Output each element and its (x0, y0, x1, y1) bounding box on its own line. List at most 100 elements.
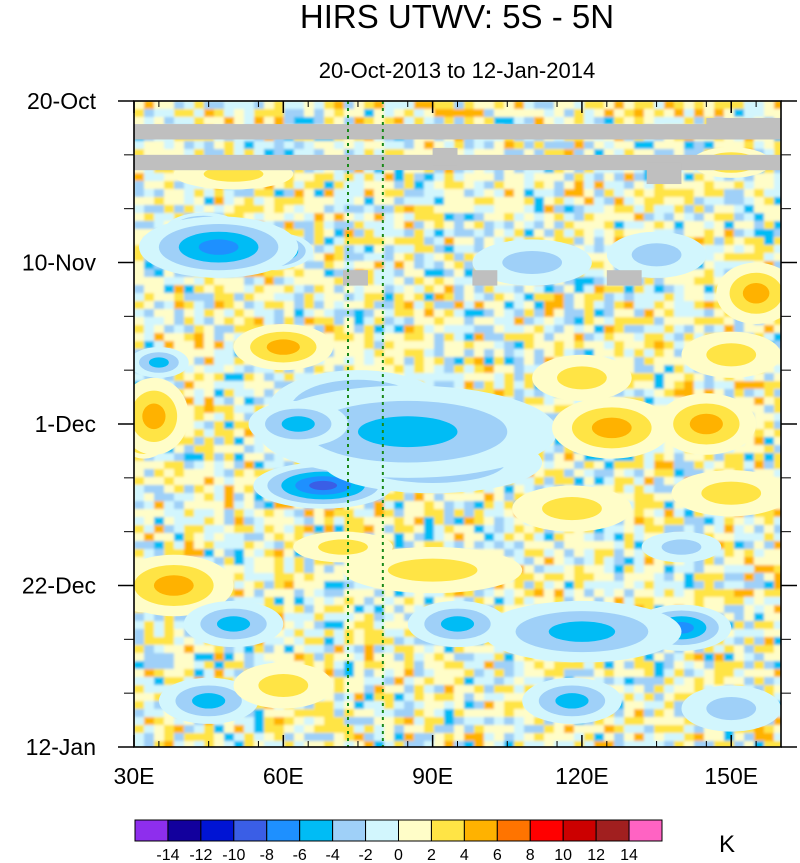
heatmap-cell (364, 205, 376, 215)
heatmap-cell (464, 709, 476, 719)
heatmap-cell (424, 693, 436, 703)
heatmap-cell (664, 293, 676, 303)
heatmap-cell (664, 301, 676, 311)
heatmap-cell (524, 149, 536, 159)
heatmap-cell (774, 613, 781, 623)
heatmap-cell (374, 693, 386, 703)
heatmap-cell (714, 101, 726, 111)
heatmap-cell (394, 709, 406, 719)
heatmap-cell (654, 389, 666, 399)
heatmap-cell (594, 261, 606, 271)
heatmap-cell (294, 573, 306, 583)
heatmap-cell (294, 509, 306, 519)
heatmap-cell (774, 173, 781, 183)
heatmap-cell (314, 573, 326, 583)
heatmap-cell (264, 445, 276, 455)
heatmap-cell (144, 101, 156, 111)
heatmap-cell (724, 541, 736, 551)
heatmap-cell (764, 453, 776, 463)
heatmap-cell (534, 229, 546, 239)
heatmap-cell (244, 509, 256, 519)
heatmap-cell (624, 333, 636, 343)
heatmap-cell (344, 173, 356, 183)
heatmap-cell (394, 301, 406, 311)
heatmap-cell (394, 517, 406, 527)
heatmap-cell (604, 205, 616, 215)
heatmap-cell (404, 245, 416, 255)
heatmap-cell (174, 669, 186, 679)
heatmap-cell (514, 597, 526, 607)
heatmap-cell (734, 245, 746, 255)
heatmap-cell (744, 141, 756, 151)
heatmap-cell (144, 629, 156, 639)
heatmap-cell (524, 365, 536, 375)
heatmap-cell (364, 365, 376, 375)
heatmap-cell (514, 477, 526, 487)
heatmap-cell (654, 485, 666, 495)
heatmap-cell (244, 453, 256, 463)
heatmap-cell (434, 709, 446, 719)
heatmap-cell (374, 253, 386, 263)
heatmap-cell (224, 341, 236, 351)
heatmap-cell (194, 453, 206, 463)
heatmap-cell (404, 309, 416, 319)
heatmap-cell (294, 653, 306, 663)
heatmap-cell (224, 309, 236, 319)
heatmap-cell (164, 325, 176, 335)
heatmap-cell (524, 677, 536, 687)
heatmap-cell (364, 589, 376, 599)
heatmap-cell (364, 669, 376, 679)
heatmap-cell (444, 269, 456, 279)
heatmap-cell (474, 701, 486, 711)
heatmap-cell (384, 293, 396, 303)
heatmap-cell (754, 565, 766, 575)
heatmap-cell (244, 197, 256, 207)
heatmap-cell (514, 173, 526, 183)
heatmap-cell (694, 237, 706, 247)
heatmap-cell (334, 213, 346, 223)
heatmap-cell (554, 285, 566, 295)
heatmap-cell (514, 653, 526, 663)
heatmap-cell (774, 565, 781, 575)
heatmap-cell (434, 197, 446, 207)
heatmap-cell (634, 173, 646, 183)
heatmap-cell (744, 629, 756, 639)
heatmap-cell (154, 533, 166, 543)
heatmap-cell (604, 485, 616, 495)
heatmap-cell (564, 101, 576, 111)
heatmap-cell (724, 245, 736, 255)
heatmap-cell (514, 349, 526, 359)
heatmap-cell (434, 693, 446, 703)
heatmap-cell (404, 117, 416, 127)
heatmap-cell (474, 309, 486, 319)
heatmap-cell (404, 173, 416, 183)
heatmap-cell (274, 285, 286, 295)
heatmap-cell (184, 381, 196, 391)
heatmap-cell (474, 493, 486, 503)
heatmap-cell (294, 301, 306, 311)
heatmap-cell (204, 429, 216, 439)
heatmap-cell (194, 485, 206, 495)
heatmap-cell (514, 333, 526, 343)
heatmap-cell (404, 693, 416, 703)
heatmap-cell (384, 109, 396, 119)
heatmap-cell (654, 357, 666, 367)
heatmap-cell (234, 461, 246, 471)
heatmap-cell (264, 597, 276, 607)
heatmap-cell (324, 581, 336, 591)
heatmap-cell (454, 541, 466, 551)
heatmap-cell (354, 293, 366, 303)
heatmap-cell (374, 341, 386, 351)
heatmap-cell (364, 285, 376, 295)
heatmap-cell (154, 661, 166, 671)
heatmap-cell (154, 317, 166, 327)
heatmap-cell (624, 285, 636, 295)
heatmap-cell (634, 213, 646, 223)
heatmap-cell (554, 349, 566, 359)
heatmap-cell (424, 365, 436, 375)
heatmap-cell (134, 325, 146, 335)
heatmap-cell (414, 653, 426, 663)
heatmap-cell (684, 285, 696, 295)
heatmap-cell (604, 117, 616, 127)
heatmap-cell (314, 301, 326, 311)
